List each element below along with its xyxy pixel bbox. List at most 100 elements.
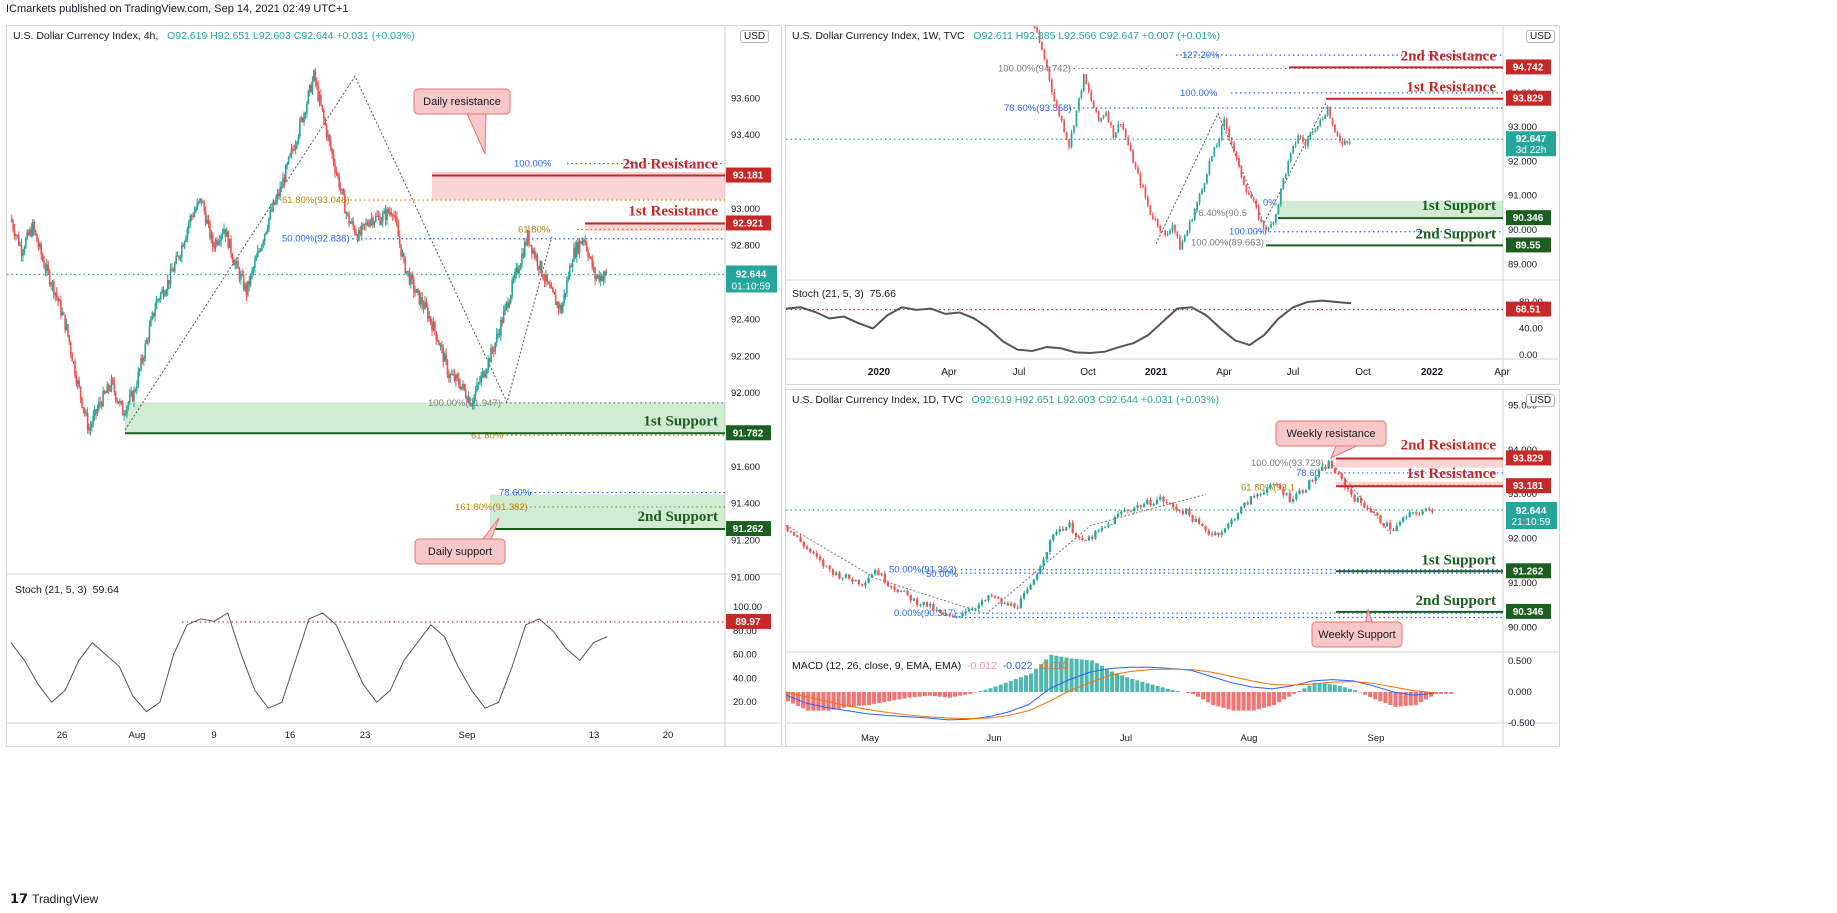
macd-histogram-bar xyxy=(1408,692,1413,706)
tag-1st-resistance-bg xyxy=(1506,478,1551,494)
candle-body xyxy=(216,239,218,245)
chart-panel-4h[interactable]: 93.60093.40093.20093.00092.80092.60092.4… xyxy=(6,25,782,747)
macd-histogram-bar xyxy=(867,692,872,706)
candle-body xyxy=(335,171,338,174)
macd-histogram-bar xyxy=(1322,683,1327,692)
candle-body xyxy=(53,281,55,296)
candle-body xyxy=(519,264,522,270)
candle-body xyxy=(1252,198,1255,201)
candle-body xyxy=(1295,493,1298,500)
candle-body xyxy=(1428,508,1431,510)
currency-badge[interactable]: USD xyxy=(1526,394,1556,407)
candle-body xyxy=(1178,510,1181,512)
candle-body xyxy=(121,402,124,416)
candle-body xyxy=(1243,177,1245,185)
candle-body xyxy=(1188,508,1191,516)
candle-body xyxy=(502,310,505,323)
zone-box xyxy=(1336,457,1503,468)
candle-body xyxy=(1287,161,1290,174)
candle-body xyxy=(182,245,184,247)
candle-body xyxy=(85,412,88,414)
candle-body xyxy=(491,347,494,351)
candle-body xyxy=(466,397,468,403)
chart-4h-canvas[interactable]: 93.60093.40093.20093.00092.80092.60092.4… xyxy=(7,26,781,746)
chart-daily-canvas[interactable]: 95.000 94.000 93.000 92.000 91.000 90.000 100.… xyxy=(786,390,1559,746)
candle-body xyxy=(1139,505,1142,508)
candle-body xyxy=(106,384,109,393)
candle-body xyxy=(171,268,173,272)
candle-body xyxy=(217,242,220,245)
macd-histogram-bar xyxy=(1317,683,1322,692)
candle-body xyxy=(1340,473,1343,480)
candle-body xyxy=(605,271,608,274)
currency-badge[interactable]: USD xyxy=(740,30,770,43)
macd-histogram-bar xyxy=(1054,655,1059,692)
candle-body xyxy=(1100,527,1104,531)
macd-histogram-bar xyxy=(1165,688,1170,692)
macd-histogram-bar xyxy=(998,684,1003,692)
candle-body xyxy=(68,335,71,343)
candle-body xyxy=(831,569,835,575)
candle-body xyxy=(493,350,495,352)
candle-body xyxy=(1402,517,1405,522)
candle-body xyxy=(1208,160,1211,175)
candle-body xyxy=(574,247,577,257)
label-1st-resistance: 1st Resistance xyxy=(628,203,718,219)
chart-panel-daily[interactable]: 95.000 94.000 93.000 92.000 91.000 90.000 100.… xyxy=(785,389,1560,747)
candle-body xyxy=(1104,526,1107,528)
candle-body xyxy=(1161,230,1164,232)
candle-body xyxy=(1159,225,1162,232)
candle-body xyxy=(1165,502,1168,504)
candle-body xyxy=(1297,135,1299,144)
candle-body xyxy=(390,212,393,216)
candle-body xyxy=(512,279,515,281)
candle-body xyxy=(1356,497,1359,502)
macd-histogram-bar xyxy=(942,692,947,698)
candle-body xyxy=(1087,84,1090,92)
callout-weekly-resistance-box xyxy=(1275,420,1387,447)
candle-body xyxy=(439,344,442,346)
candle-body xyxy=(1279,188,1282,205)
candle-body xyxy=(1288,493,1291,503)
tradingview-footer[interactable]: 𝟭𝟳 TradingView xyxy=(10,891,99,906)
candle-body xyxy=(455,374,457,381)
macd-histogram-bar xyxy=(1120,675,1125,692)
fib-label: 78.60 xyxy=(1296,468,1320,479)
candle-body xyxy=(227,231,229,248)
tag-2nd-support-bg xyxy=(1506,603,1551,619)
candle-body xyxy=(351,221,353,223)
macd-histogram-bar xyxy=(1185,692,1190,693)
candle-body xyxy=(1129,145,1132,151)
candle-body xyxy=(1164,230,1166,236)
candle-body xyxy=(1144,187,1147,198)
macd-histogram-bar xyxy=(1302,688,1307,692)
y-tick-label: 93.400 xyxy=(731,130,760,141)
candle-body xyxy=(393,215,395,217)
candle-body xyxy=(490,347,492,363)
x-tick-label: Apr xyxy=(1494,367,1510,378)
candle-body xyxy=(591,257,594,268)
candle-body xyxy=(851,578,854,582)
current-price-tag-bg xyxy=(726,265,777,293)
y-tick-label: 92.000 xyxy=(1508,534,1537,545)
candle-body xyxy=(1146,499,1149,505)
macd-histogram-bar xyxy=(1211,692,1216,706)
chart-panel-weekly[interactable]: 94.00093.00092.00091.00090.00089.000127.… xyxy=(785,25,1560,385)
macd-histogram-bar xyxy=(841,692,846,708)
candle-body xyxy=(93,409,96,416)
chart-weekly-canvas[interactable]: 94.00093.00092.00091.00090.00089.000127.… xyxy=(786,26,1559,384)
candle-body xyxy=(158,299,161,301)
x-tick-label: 9 xyxy=(211,730,216,741)
macd-histogram-bar xyxy=(1378,692,1383,702)
y-tick-label: 89.000 xyxy=(1508,259,1537,270)
candle-body xyxy=(418,290,421,305)
candle-body xyxy=(1203,183,1206,190)
candle-body xyxy=(145,339,148,344)
candle-body xyxy=(415,289,418,293)
y-tick-label: 92.400 xyxy=(731,314,760,325)
candle-body xyxy=(211,234,214,247)
candle-body xyxy=(428,316,430,319)
candle-body xyxy=(1087,536,1091,541)
currency-badge[interactable]: USD xyxy=(1526,30,1556,43)
macd-histogram-bar xyxy=(1403,692,1408,706)
